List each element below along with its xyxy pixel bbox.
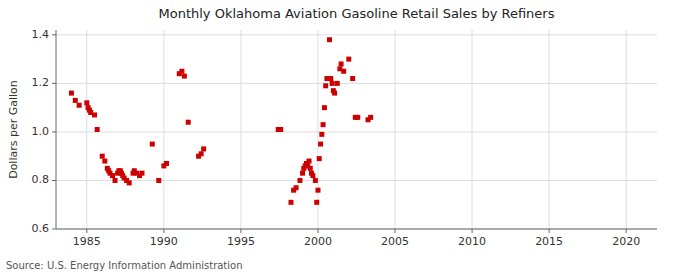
y-tick-label: 0.8	[32, 173, 50, 186]
point	[127, 180, 132, 185]
point	[84, 100, 89, 105]
y-tick-label: 1.2	[32, 76, 50, 89]
x-tick	[626, 229, 627, 233]
point	[179, 69, 184, 74]
point	[335, 81, 340, 86]
x-grid-line	[472, 30, 473, 229]
y-grid-line	[56, 229, 657, 230]
point	[150, 142, 155, 147]
point	[341, 69, 346, 74]
x-axis-line	[56, 229, 657, 230]
point	[350, 76, 355, 81]
point	[323, 83, 328, 88]
x-grid-line	[240, 30, 241, 229]
point	[307, 159, 312, 164]
point	[69, 91, 74, 96]
point	[317, 156, 322, 161]
chart: 0.6 0.8 1.0 1.2 1.4 1985 1990 1995 2000 2005 2010 2…	[0, 0, 675, 275]
y-grid-line	[56, 83, 657, 84]
x-tick-label: 2015	[535, 235, 563, 248]
y-grid-line	[56, 180, 657, 181]
y-tick	[52, 180, 56, 181]
point	[318, 142, 323, 147]
point	[156, 178, 161, 183]
x-tick-label: 2010	[458, 235, 486, 248]
x-tick-label: 2000	[304, 235, 332, 248]
point	[332, 91, 337, 96]
x-tick	[86, 229, 87, 233]
x-grid-line	[163, 30, 164, 229]
point	[95, 127, 100, 132]
point	[278, 127, 283, 132]
y-tick-label: 1.0	[32, 125, 50, 138]
point	[110, 173, 115, 178]
point	[92, 112, 97, 117]
point	[321, 122, 326, 127]
point	[139, 171, 144, 176]
x-tick	[472, 229, 473, 233]
point	[355, 115, 360, 120]
point	[308, 166, 313, 171]
x-tick-label: 2020	[612, 235, 640, 248]
point	[315, 188, 320, 193]
y-tick-label: 1.4	[32, 28, 50, 41]
point	[100, 154, 105, 159]
point	[289, 200, 294, 205]
point	[297, 178, 302, 183]
point	[102, 159, 107, 164]
y-tick	[52, 83, 56, 84]
axes: 0.6 0.8 1.0 1.2 1.4 1985 1990 1995 2000 2005 2010 2…	[32, 28, 658, 248]
point	[294, 185, 299, 190]
point	[182, 74, 187, 79]
point	[199, 151, 204, 156]
x-tick-label: 2005	[381, 235, 409, 248]
x-tick	[240, 229, 241, 233]
x-tick-label: 1995	[227, 235, 255, 248]
point	[77, 103, 82, 108]
page: {"chart_data": { "type": "scatter", "tit…	[0, 0, 675, 275]
point	[322, 105, 327, 110]
points	[69, 37, 373, 205]
y-axis-line	[56, 30, 57, 229]
x-tick-label: 1985	[73, 235, 101, 248]
point	[313, 178, 318, 183]
point	[319, 132, 324, 137]
y-tick	[52, 131, 56, 132]
x-tick-label: 1990	[150, 235, 178, 248]
title: Monthly Oklahoma Aviation Gasoline Retai…	[159, 6, 555, 21]
y-tick	[52, 229, 56, 230]
y-grid-line	[56, 34, 657, 35]
x-tick	[549, 229, 550, 233]
point	[310, 173, 315, 178]
point	[186, 120, 191, 125]
source-note: Source: U.S. Energy Information Administ…	[6, 260, 243, 271]
point	[300, 171, 305, 176]
point	[113, 178, 118, 183]
x-tick	[395, 229, 396, 233]
grid	[56, 30, 657, 229]
point	[164, 161, 169, 166]
x-tick	[163, 229, 164, 233]
point	[73, 98, 78, 103]
x-grid-line	[395, 30, 396, 229]
x-grid-line	[626, 30, 627, 229]
point	[314, 200, 319, 205]
y-axis-label: Dollars per Gallon	[7, 80, 20, 179]
x-grid-line	[549, 30, 550, 229]
x-grid-line	[86, 30, 87, 229]
point	[327, 37, 332, 42]
point	[330, 81, 335, 86]
point	[328, 76, 333, 81]
x-grid-line	[317, 30, 318, 229]
y-grid-line	[56, 131, 657, 132]
point	[201, 146, 206, 151]
y-tick-label: 0.6	[32, 222, 50, 235]
point	[339, 61, 344, 66]
x-tick	[317, 229, 318, 233]
y-tick	[52, 34, 56, 35]
point	[368, 115, 373, 120]
point	[346, 57, 351, 62]
